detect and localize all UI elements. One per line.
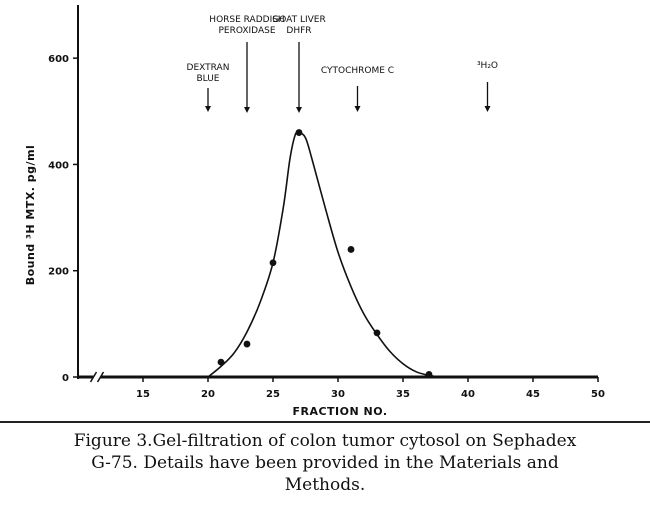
x-tick-label: 25 xyxy=(266,389,280,400)
x-tick-label: 15 xyxy=(136,389,150,400)
data-point xyxy=(217,358,225,366)
data-point xyxy=(347,246,355,253)
data-points-layer xyxy=(217,129,433,378)
data-point xyxy=(295,129,303,136)
annotation-label: HORSE RADDISH xyxy=(209,15,284,25)
annotation: ³H₂O xyxy=(477,61,498,112)
axis-break-mark xyxy=(96,371,105,383)
annotation-arrow-head xyxy=(205,106,211,112)
annotation: CYTOCHROME C xyxy=(321,66,394,112)
caption-line-2: G-75. Details have been provided in the … xyxy=(91,453,559,473)
y-axis-label: Bound ³H MTX. pg/ml xyxy=(24,145,37,286)
annotation-label: BLUE xyxy=(196,74,219,84)
x-tick-label: 30 xyxy=(331,389,345,400)
x-tick-label: 35 xyxy=(396,389,410,400)
caption-divider xyxy=(0,421,650,423)
y-tick-label: 600 xyxy=(48,54,69,65)
annotation-arrow-head xyxy=(244,107,250,113)
data-point xyxy=(269,259,277,267)
fit-curve xyxy=(207,131,469,378)
x-tick-label: 45 xyxy=(526,389,540,400)
annotation-arrow-head xyxy=(484,106,491,112)
data-point xyxy=(243,340,251,348)
x-tick-label: 50 xyxy=(591,389,605,400)
x-axis-label: FRACTION NO. xyxy=(292,405,387,418)
annotation-arrow-head xyxy=(354,106,361,112)
fit-curve-layer xyxy=(207,131,469,378)
axis-break-mark xyxy=(89,371,98,383)
x-tick-label: 20 xyxy=(201,389,215,400)
x-tick-label: 40 xyxy=(461,389,475,400)
y-tick-label: 400 xyxy=(48,160,69,171)
axes: 15 20 25 30 35 40 45 50 0 200 400 600 xyxy=(48,5,605,400)
annotation-label: DEXTRAN xyxy=(187,63,230,73)
annotation-arrow-head xyxy=(296,107,302,113)
annotation-label: CYTOCHROME C xyxy=(321,66,394,76)
annotation-label: DHFR xyxy=(286,26,311,36)
annotation-label: PEROXIDASE xyxy=(218,26,275,36)
data-point xyxy=(373,329,381,337)
figure-caption: Figure 3.Gel-filtration of colon tumor c… xyxy=(10,430,640,496)
annotation-label: GOAT LIVER xyxy=(272,15,325,25)
annotation-label: ³H₂O xyxy=(477,61,498,71)
y-tick-label: 200 xyxy=(48,267,69,278)
y-tick-label: 0 xyxy=(62,373,69,384)
caption-line-3: Methods. xyxy=(284,475,366,495)
data-point xyxy=(425,370,433,378)
caption-line-1: Figure 3.Gel-filtration of colon tumor c… xyxy=(73,431,577,451)
